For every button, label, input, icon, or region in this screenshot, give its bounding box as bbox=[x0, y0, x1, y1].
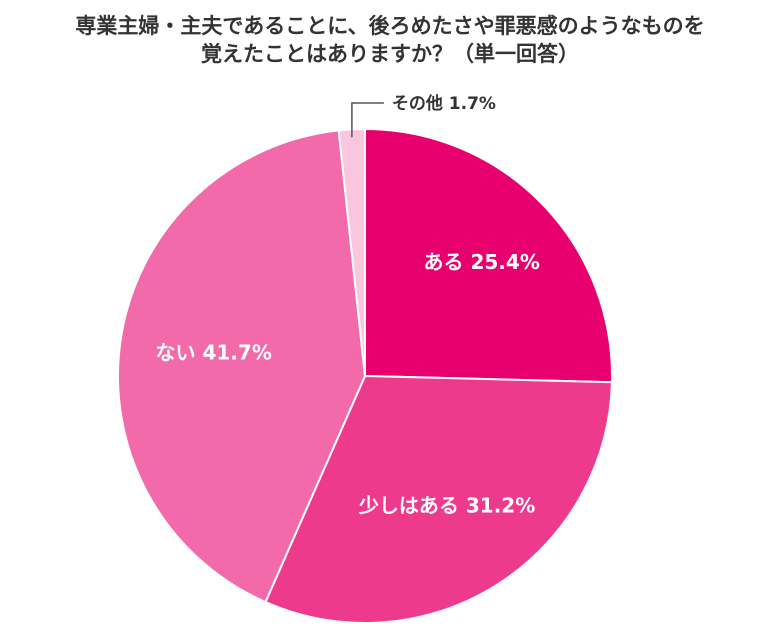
slice-label-2: 少しはある 31.2% bbox=[358, 493, 535, 517]
chart-title-line-1: 専業主婦・主夫であることに、後ろめたさや罪悪感のようなものを bbox=[75, 14, 705, 38]
pie-slices bbox=[117, 127, 613, 624]
pie-labels: ある 25.4% 少しはある 31.2% ない 41.7% その他 1.7% bbox=[156, 93, 540, 517]
callout-leader-line bbox=[351, 102, 384, 138]
chart-title: 専業主婦・主夫であることに、後ろめたさや罪悪感のようなものを 覚えたことはありま… bbox=[0, 12, 780, 68]
slice-label-4: その他 1.7% bbox=[392, 93, 496, 114]
pie-slice-3 bbox=[117, 129, 367, 604]
pie-slice-1 bbox=[364, 127, 613, 384]
slice-label-1: ある 25.4% bbox=[424, 250, 540, 274]
chart-title-line-2: 覚えたことはありますか？（単一回答） bbox=[201, 42, 579, 66]
slice-label-3: ない 41.7% bbox=[156, 341, 272, 365]
pie-slice-2 bbox=[264, 374, 613, 624]
